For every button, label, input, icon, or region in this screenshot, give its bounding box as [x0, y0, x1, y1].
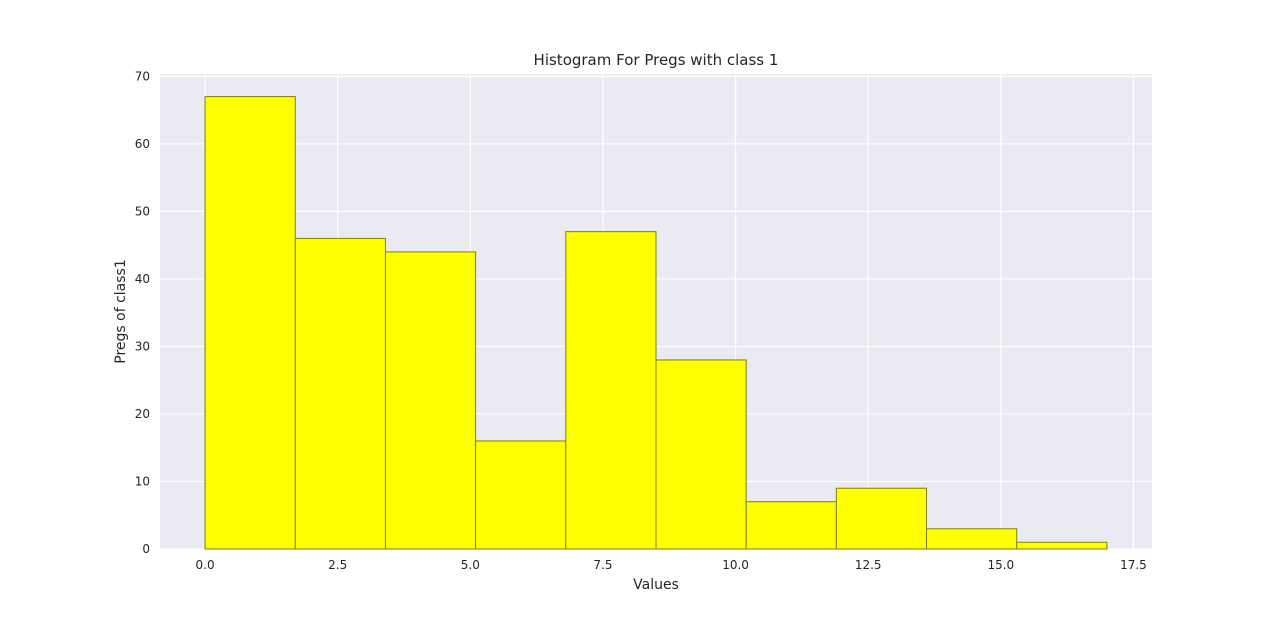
histogram-bar — [294, 237, 386, 550]
chart-title: Histogram For Pregs with class 1 — [534, 51, 779, 69]
x-tick-label: 17.5 — [1120, 558, 1147, 572]
histogram-bar — [204, 96, 296, 550]
y-tick-label: 20 — [135, 407, 150, 421]
x-tick-labels: 0.0 2.5 5.0 7.5 10.0 12.5 15.0 17.5 — [196, 558, 1147, 572]
y-axis-label: Pregs of class1 — [113, 259, 129, 364]
bars — [204, 96, 1108, 550]
y-tick-label: 0 — [142, 542, 150, 556]
x-tick-label: 2.5 — [328, 558, 347, 572]
y-tick-label: 10 — [135, 474, 150, 488]
histogram-bar — [384, 251, 477, 550]
x-tick-label: 15.0 — [987, 558, 1014, 572]
histogram-bar — [655, 359, 747, 550]
histogram-bar — [475, 440, 567, 550]
histogram-bar — [926, 528, 1018, 550]
y-tick-label: 60 — [135, 137, 150, 151]
x-tick-label: 10.0 — [722, 558, 749, 572]
histogram-bar — [565, 231, 657, 550]
histogram-bar — [1016, 541, 1108, 550]
y-tick-label: 70 — [135, 69, 150, 83]
x-tick-label: 0.0 — [196, 558, 215, 572]
y-tick-label: 30 — [135, 339, 150, 353]
x-tick-label: 7.5 — [593, 558, 612, 572]
x-axis-label: Values — [633, 577, 679, 593]
x-tick-label: 12.5 — [855, 558, 882, 572]
x-tick-label: 5.0 — [461, 558, 480, 572]
histogram-bar — [835, 487, 928, 550]
y-tick-label: 40 — [135, 272, 150, 286]
histogram-bar — [745, 501, 837, 550]
y-tick-labels: 0 10 20 30 40 50 60 70 — [135, 69, 150, 556]
y-tick-label: 50 — [135, 204, 150, 218]
